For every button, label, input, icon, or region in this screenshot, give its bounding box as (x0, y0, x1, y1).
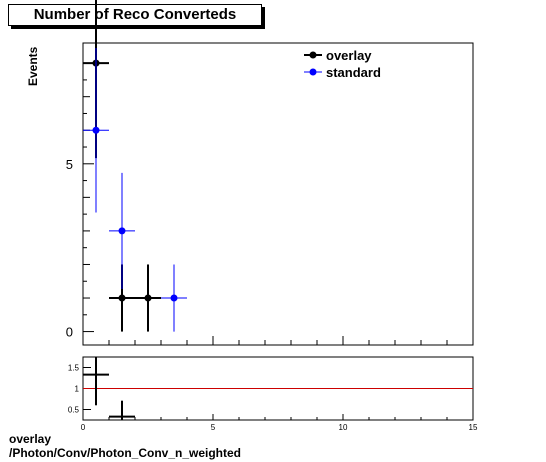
legend-standard-marker (309, 68, 317, 76)
main-plot-frame (82, 42, 474, 346)
legend-overlay-marker (309, 51, 317, 59)
data-point (144, 294, 152, 302)
ratio-x-tick-label: 5 (211, 423, 216, 432)
title-box: Number of Reco Converteds (8, 4, 262, 26)
legend: overlay standard (304, 48, 381, 80)
ratio-x-tick-label: 0 (81, 423, 86, 432)
footer-path: /Photon/Conv/Photon_Conv_n_weighted (9, 446, 241, 460)
data-point (92, 126, 100, 134)
data-point (118, 227, 126, 235)
legend-overlay-label: overlay (326, 48, 372, 63)
ratio-x-tick-label: 10 (339, 423, 348, 432)
data-point (170, 294, 178, 302)
ratio-axis-ticks: 0.5 1 1.5 0 5 10 15 (68, 364, 478, 433)
ratio-y-tick-label: 1 (75, 385, 80, 394)
main-data-marks (83, 0, 187, 332)
main-axis-ticks: 05 (66, 62, 474, 345)
data-point (118, 294, 126, 302)
ratio-y-tick-label: 1.5 (68, 364, 80, 373)
footer-label: overlay (9, 432, 52, 446)
ratio-y-tick-label: 0.5 (68, 406, 80, 415)
ratio-data-marks (83, 357, 473, 420)
ratio-x-tick-label: 15 (469, 423, 478, 432)
y-axis-title: Events (26, 46, 40, 86)
legend-standard-label: standard (326, 65, 381, 80)
chart-title: Number of Reco Converteds (33, 6, 237, 23)
y-tick-label: 0 (66, 325, 73, 340)
y-tick-label: 5 (66, 157, 73, 172)
